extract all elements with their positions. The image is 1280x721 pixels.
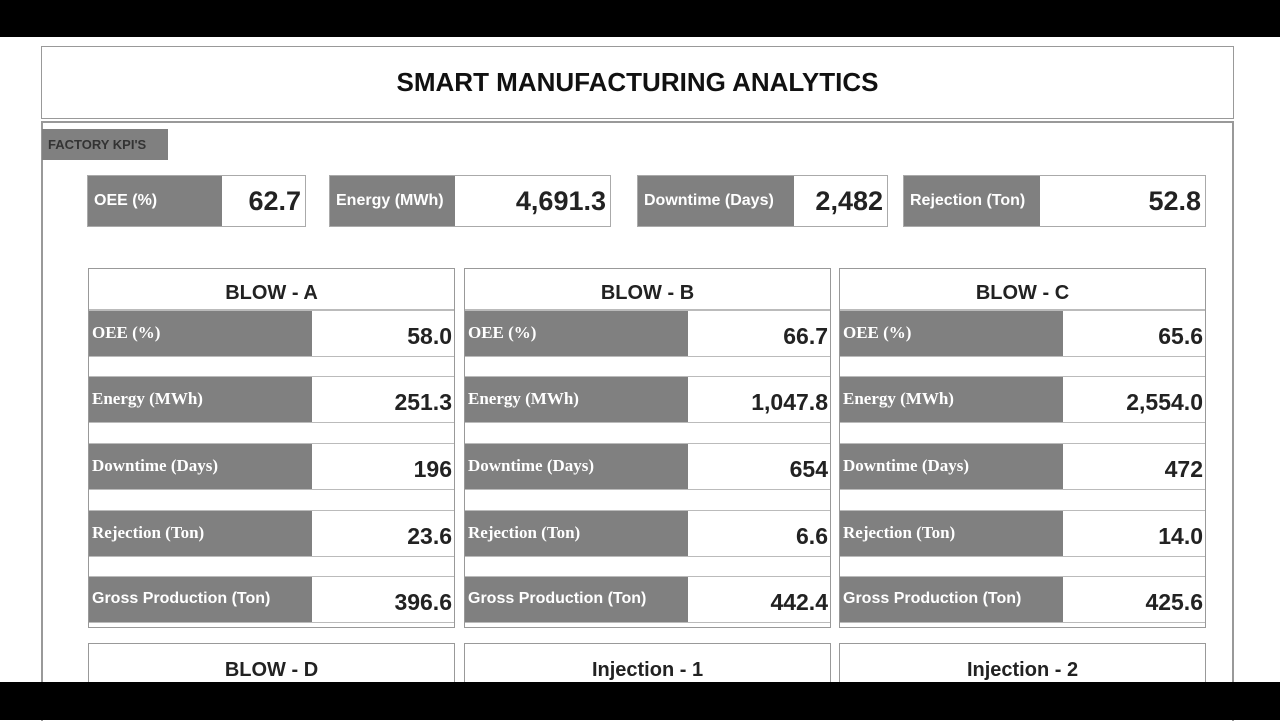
- metric-value: 1,047.8: [751, 389, 828, 415]
- metric-label: Energy (MWh): [89, 377, 312, 422]
- kpi-label: Energy (MWh): [330, 176, 455, 226]
- kpi-label: OEE (%): [88, 176, 222, 226]
- metric-value: 65.6: [1158, 323, 1203, 349]
- metric-row: Rejection (Ton) 6.6: [465, 510, 830, 557]
- metric-label: Gross Production (Ton): [465, 577, 688, 622]
- metric-value: 654: [789, 456, 828, 482]
- letterbox-bottom: [0, 682, 1280, 720]
- metric-row: OEE (%) 65.6: [840, 310, 1205, 357]
- metric-label: OEE (%): [89, 311, 312, 356]
- metric-value: 66.7: [783, 323, 828, 349]
- metric-value: 196: [413, 456, 452, 482]
- kpi-label: Downtime (Days): [638, 176, 794, 226]
- kpi-value: 52.8: [1148, 185, 1201, 216]
- card-title: BLOW - C: [840, 269, 1205, 310]
- metric-label: Gross Production (Ton): [89, 577, 312, 622]
- metric-row: Gross Production (Ton) 442.4: [465, 576, 830, 623]
- card-title: Injection - 2: [966, 659, 1079, 681]
- metric-value: 23.6: [407, 523, 452, 549]
- metric-label: Downtime (Days): [465, 444, 688, 489]
- metric-row: Energy (MWh) 2,554.0: [840, 376, 1205, 423]
- metric-row: Rejection (Ton) 14.0: [840, 510, 1205, 557]
- machine-card: BLOW - C OEE (%) 65.6 Energy (MWh) 2,554.0 Do…: [839, 268, 1206, 628]
- card-title: Injection - 1: [591, 659, 704, 681]
- metric-value: 472: [1164, 456, 1203, 482]
- page-title: SMART MANUFACTURING ANALYTICS: [41, 46, 1234, 119]
- metric-label: Energy (MWh): [465, 377, 688, 422]
- metric-value: 6.6: [796, 523, 828, 549]
- metric-row: OEE (%) 58.0: [89, 310, 454, 357]
- metric-row: Gross Production (Ton) 396.6: [89, 576, 454, 623]
- factory-kpis-tab[interactable]: FACTORY KPI'S: [42, 129, 168, 160]
- kpi-downtime: Downtime (Days) 2,482: [637, 175, 888, 227]
- metric-value: 442.4: [770, 589, 828, 615]
- card-title: BLOW - B: [465, 269, 830, 310]
- metric-row: Gross Production (Ton) 425.6: [840, 576, 1205, 623]
- kpi-oee: OEE (%) 62.7: [87, 175, 306, 227]
- metric-row: Downtime (Days) 196: [89, 443, 454, 490]
- metric-row: Rejection (Ton) 23.6: [89, 510, 454, 557]
- machine-card: BLOW - A OEE (%) 58.0 Energy (MWh) 251.3 Down…: [88, 268, 455, 628]
- kpi-panel: [41, 121, 1234, 721]
- metric-label: OEE (%): [840, 311, 1063, 356]
- metric-row: Downtime (Days) 654: [465, 443, 830, 490]
- metric-label: Rejection (Ton): [89, 511, 312, 556]
- kpi-label: Rejection (Ton): [904, 176, 1040, 226]
- kpi-value: 4,691.3: [515, 185, 606, 216]
- metric-row: OEE (%) 66.7: [465, 310, 830, 357]
- metric-label: Gross Production (Ton): [840, 577, 1063, 622]
- metric-value: 396.6: [394, 589, 452, 615]
- kpi-value: 2,482: [815, 185, 883, 216]
- metric-value: 251.3: [394, 389, 452, 415]
- machine-card: BLOW - B OEE (%) 66.7 Energy (MWh) 1,047.8 Do…: [464, 268, 831, 628]
- kpi-rejection: Rejection (Ton) 52.8: [903, 175, 1206, 227]
- metric-label: Energy (MWh): [840, 377, 1063, 422]
- metric-label: Downtime (Days): [840, 444, 1063, 489]
- metric-label: Downtime (Days): [89, 444, 312, 489]
- kpi-energy: Energy (MWh) 4,691.3: [329, 175, 611, 227]
- metric-row: Energy (MWh) 1,047.8: [465, 376, 830, 423]
- card-title: BLOW - A: [89, 269, 454, 310]
- metric-value: 2,554.0: [1126, 389, 1203, 415]
- metric-value: 14.0: [1158, 523, 1203, 549]
- metric-value: 58.0: [407, 323, 452, 349]
- card-title: BLOW - D: [224, 659, 319, 681]
- metric-label: OEE (%): [465, 311, 688, 356]
- letterbox-top: [0, 0, 1280, 37]
- metric-label: Rejection (Ton): [465, 511, 688, 556]
- kpi-value: 62.7: [248, 185, 301, 216]
- metric-value: 425.6: [1145, 589, 1203, 615]
- metric-label: Rejection (Ton): [840, 511, 1063, 556]
- metric-row: Downtime (Days) 472: [840, 443, 1205, 490]
- metric-row: Energy (MWh) 251.3: [89, 376, 454, 423]
